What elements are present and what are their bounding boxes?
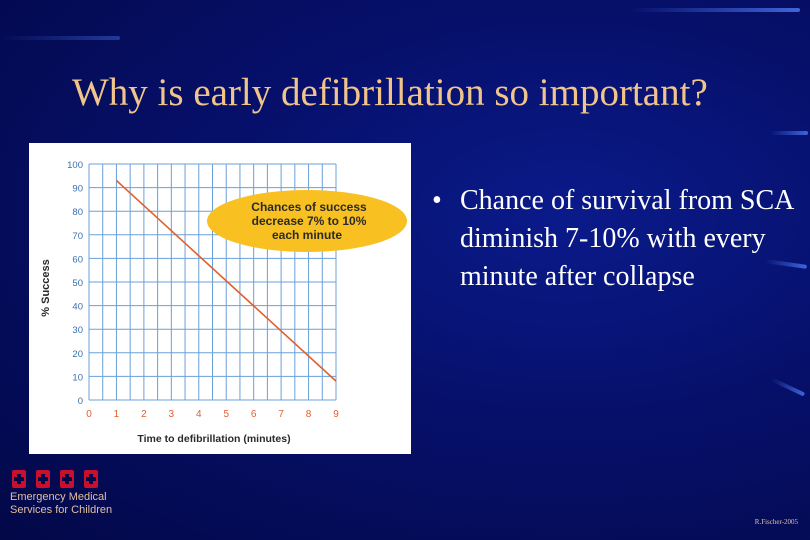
y-tick-label: 20: [72, 349, 83, 360]
callout-line3: each minute: [272, 228, 342, 242]
line-chart: 0 10 20 30 40 50 60 70 80 90 100 0 1 2 3 4 5 6 7 8 9 Chances…: [40, 160, 407, 445]
logo-line2: Services for Children: [10, 504, 113, 516]
x-tick-label: 3: [169, 409, 175, 420]
y-tick-label: 90: [72, 184, 83, 195]
x-tick-label: 8: [306, 409, 312, 420]
decor-streak: [630, 8, 800, 12]
y-tick-label: 10: [72, 372, 83, 383]
x-tick-label: 0: [86, 409, 92, 420]
decor-streak: [770, 131, 808, 135]
chart-panel: 0 10 20 30 40 50 60 70 80 90 100 0 1 2 3 4 5 6 7 8 9 Chances…: [29, 143, 411, 454]
y-tick-label: 70: [72, 231, 83, 242]
logo-emblem-icons: [12, 470, 98, 488]
series-line: [115, 179, 337, 382]
y-tick-label: 40: [72, 302, 83, 313]
slide-title: Why is early defibrillation so important…: [72, 71, 708, 114]
y-tick-label: 50: [72, 278, 83, 289]
x-axis-label: Time to defibrillation (minutes): [137, 433, 290, 445]
y-tick-label: 30: [72, 325, 83, 336]
footer-credit: R.Fischer-2005: [754, 518, 798, 526]
x-tick-label: 7: [278, 409, 284, 420]
y-tick-label: 0: [78, 396, 83, 407]
y-tick-label: 60: [72, 254, 83, 265]
y-tick-label: 100: [67, 160, 83, 171]
ems-children-logo: Emergency Medical Services for Children: [8, 466, 112, 526]
x-tick-label: 2: [141, 409, 147, 420]
y-tick-label: 80: [72, 207, 83, 218]
x-tick-label: 5: [223, 409, 229, 420]
decor-streak: [770, 377, 806, 397]
callout-line1: Chances of success: [251, 200, 367, 214]
bullet-list: Chance of survival from SCA diminish 7-1…: [430, 182, 800, 296]
x-tick-label: 6: [251, 409, 257, 420]
bullet-item: Chance of survival from SCA diminish 7-1…: [430, 182, 800, 296]
x-tick-label: 1: [114, 409, 120, 420]
callout-line2: decrease 7% to 10%: [252, 214, 367, 228]
logo-line1: Emergency Medical: [10, 491, 107, 503]
decor-streak: [0, 36, 120, 40]
y-axis-label: % Success: [40, 259, 52, 316]
callout-bubble: [207, 190, 407, 252]
x-tick-label: 9: [333, 409, 339, 420]
x-tick-label: 4: [196, 409, 202, 420]
